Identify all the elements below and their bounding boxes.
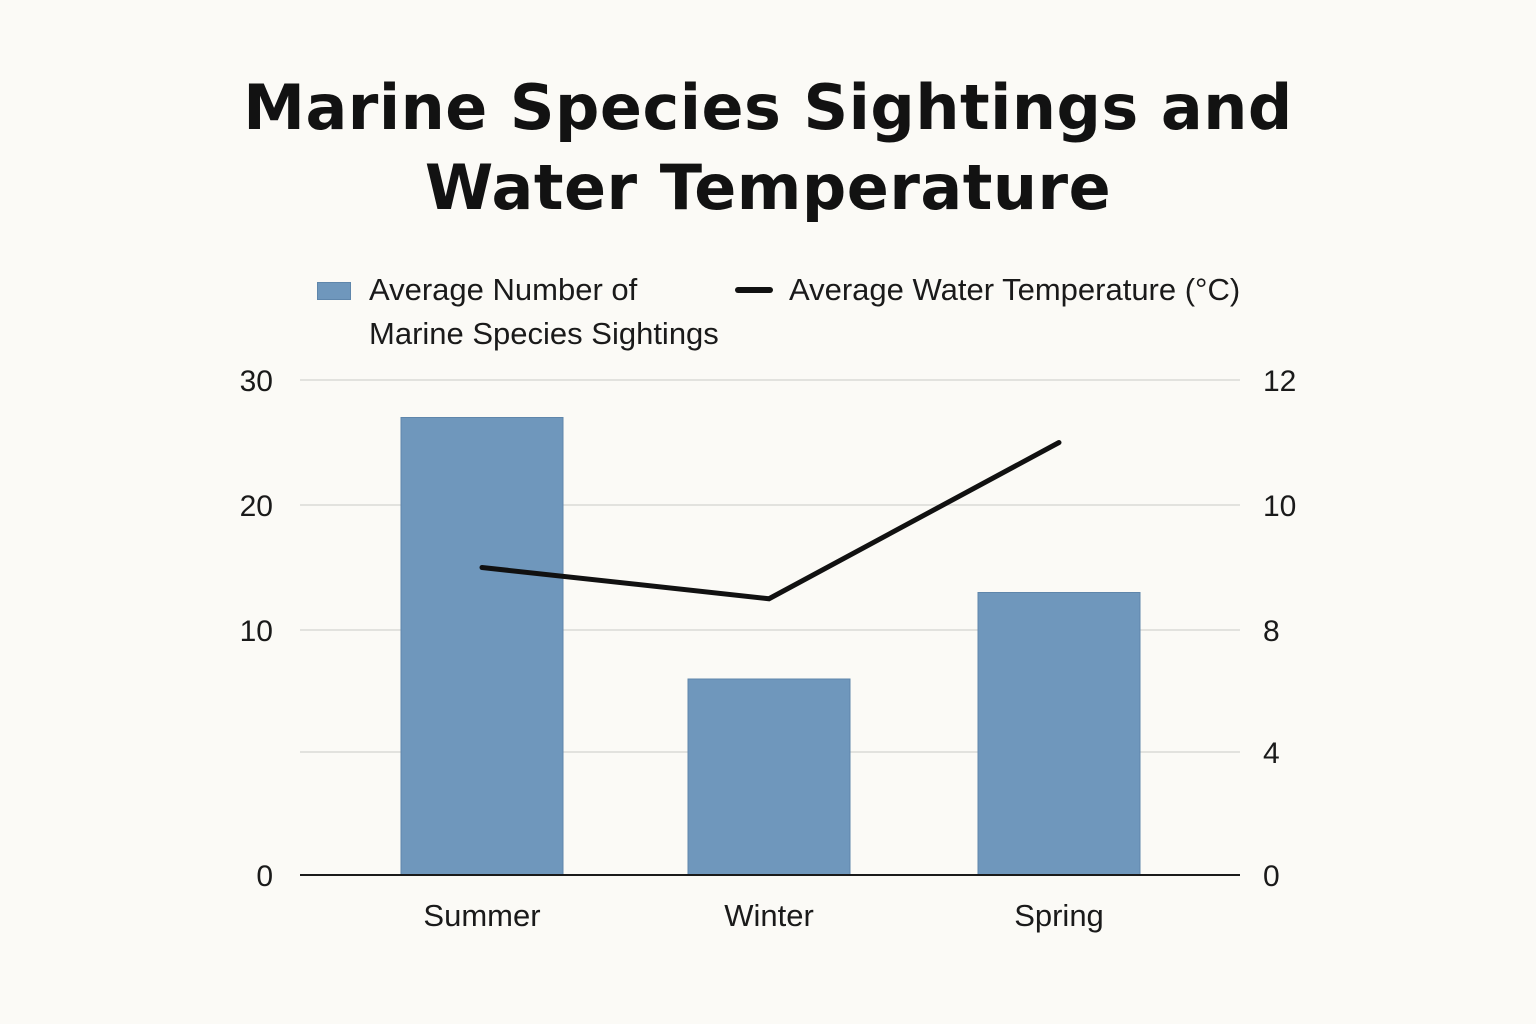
- chart-legend: Average Number of Marine Species Sightin…: [0, 0, 1536, 360]
- left-tick-label: 20: [240, 490, 273, 523]
- right-tick-label: 10: [1263, 490, 1296, 523]
- bar-summer: [400, 417, 564, 876]
- chart-title-line-2: Water Temperature: [424, 151, 1112, 224]
- legend-label-sightings: Average Number of Marine Species Sightin…: [369, 268, 749, 356]
- right-tick-label: 4: [1263, 737, 1280, 770]
- chart-title-line-1: Marine Species Sightings and: [243, 71, 1293, 144]
- legend-label-temperature: Average Water Temperature (°C): [789, 272, 1241, 307]
- right-tick-label: 0: [1263, 860, 1280, 893]
- chart-title: Marine Species Sightings and Water Tempe…: [0, 68, 1536, 228]
- bar-spring: [977, 592, 1141, 876]
- category-label-spring: Spring: [1014, 898, 1104, 933]
- category-label-summer: Summer: [423, 898, 540, 933]
- legend-label-sightings-line-2: Marine Species Sightings: [369, 316, 719, 351]
- left-tick-label: 0: [256, 860, 273, 893]
- legend-label-sightings-line-1: Average Number of: [369, 272, 638, 307]
- right-tick-label: 12: [1263, 365, 1296, 398]
- legend-swatch-temperature: [735, 287, 773, 293]
- temperature-line: [479, 440, 1062, 602]
- legend-swatch-sightings: [317, 282, 351, 300]
- bar-winter: [687, 678, 851, 876]
- left-tick-label: 10: [240, 615, 273, 648]
- category-label-winter: Winter: [724, 898, 814, 933]
- right-tick-label: 8: [1263, 615, 1280, 648]
- left-tick-label: 30: [240, 365, 273, 398]
